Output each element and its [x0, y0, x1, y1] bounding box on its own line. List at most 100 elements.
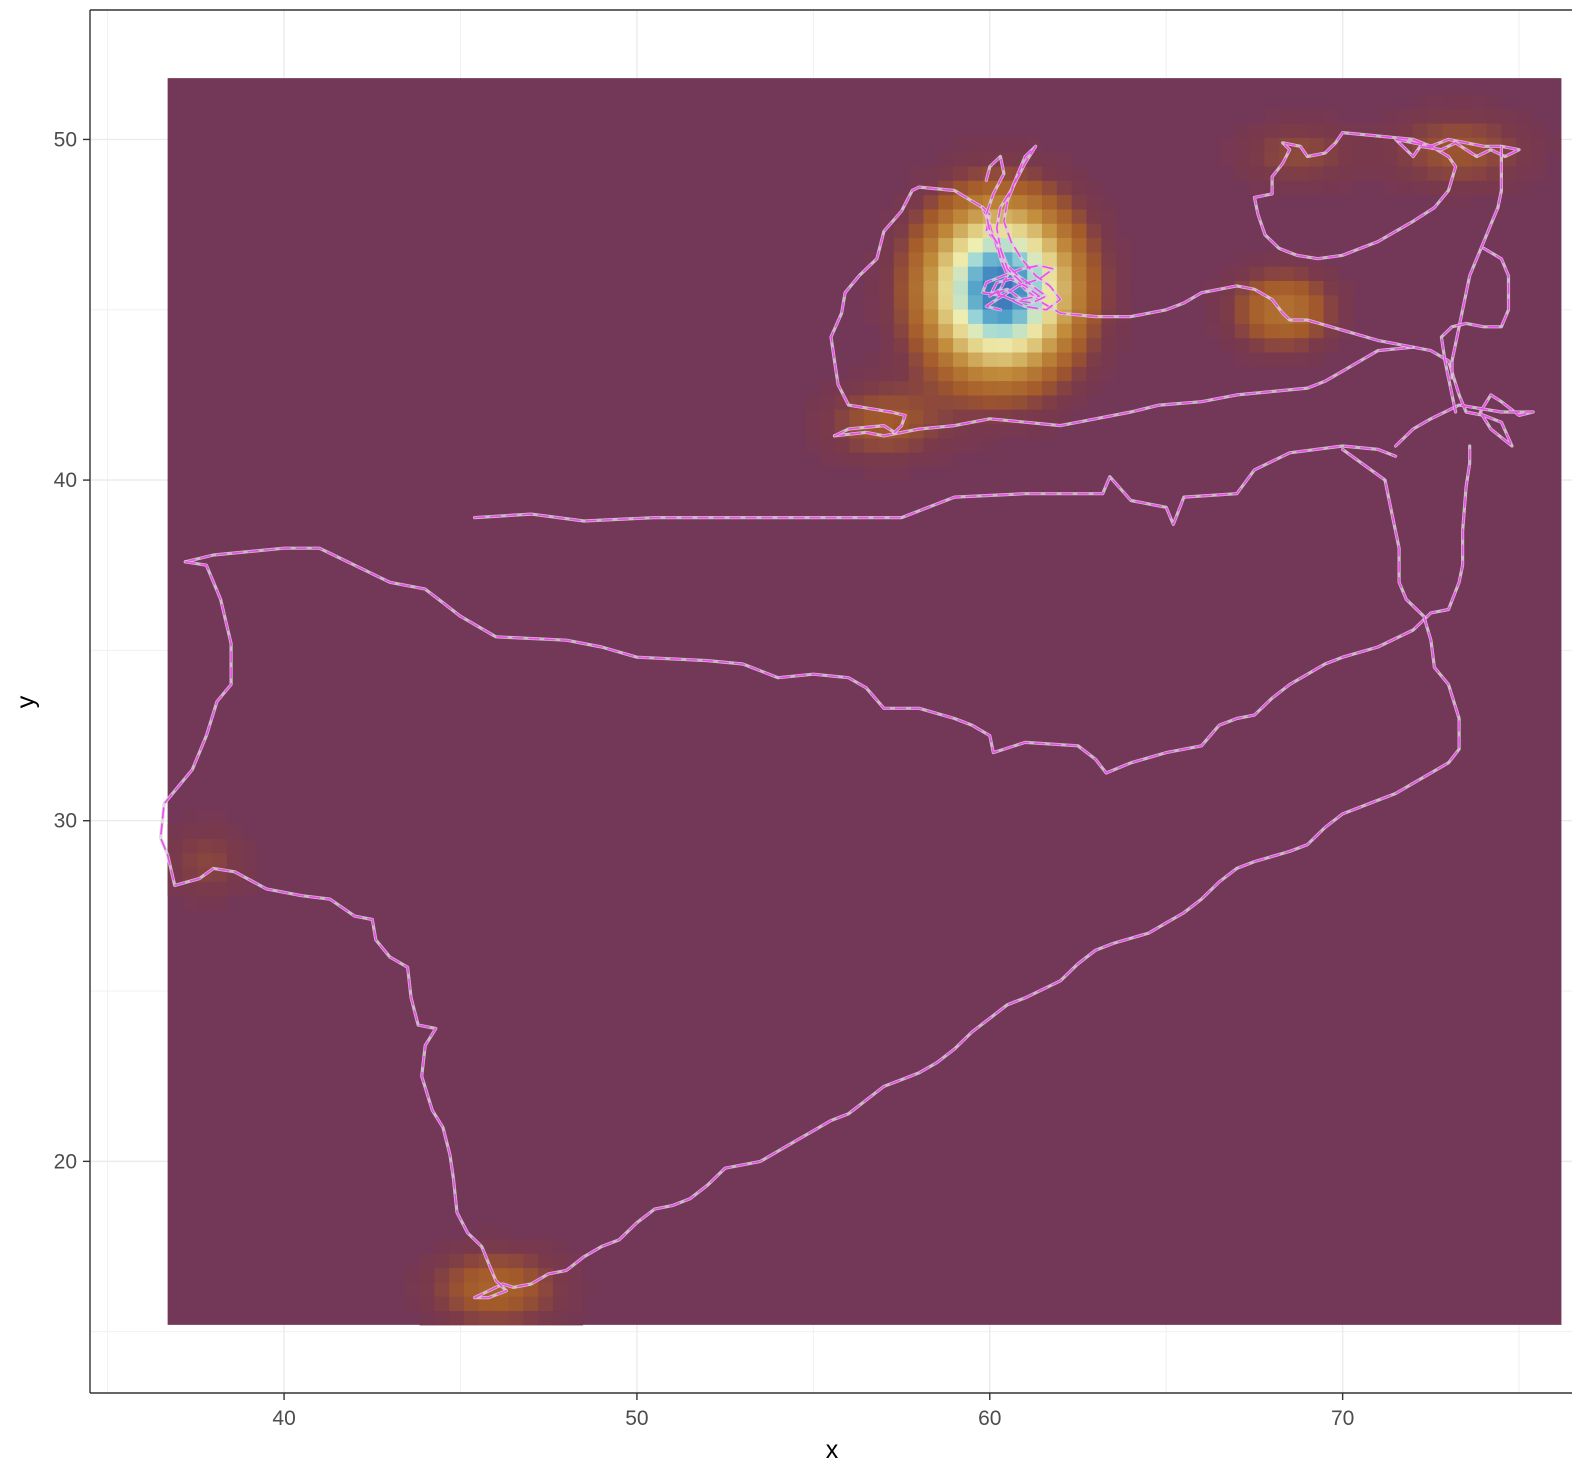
raster-cell [434, 1310, 450, 1326]
raster-cell [1442, 194, 1458, 210]
raster-cell [167, 838, 183, 854]
raster-cell [1531, 151, 1547, 167]
raster-cell [1323, 123, 1339, 138]
raster-cell [1442, 94, 1458, 110]
raster-cell [893, 294, 910, 310]
raster-cell [1293, 108, 1310, 124]
raster-cell [938, 309, 954, 324]
raster-cell [1471, 108, 1488, 124]
y-tick-label: 40 [54, 469, 77, 492]
raster-cell [1249, 352, 1265, 367]
raster-cell [1042, 194, 1058, 210]
raster-cell [1412, 108, 1428, 124]
raster-cell [1042, 166, 1058, 181]
raster-cell [878, 280, 895, 296]
raster-cell [1101, 251, 1117, 267]
y-tick-label: 50 [54, 128, 77, 151]
raster-cell [864, 380, 880, 396]
raster-cell [167, 852, 183, 868]
raster-cell [878, 394, 895, 410]
raster-cell [1101, 337, 1117, 353]
raster-cell [1279, 294, 1295, 310]
raster-cell [1382, 123, 1399, 138]
raster-cell [953, 309, 969, 324]
raster-cell [1338, 180, 1354, 196]
raster-cell [567, 1310, 584, 1326]
raster-cell [404, 1267, 421, 1283]
raster-cell [982, 423, 999, 439]
raster-cell [1219, 337, 1236, 353]
raster-cell [1249, 123, 1265, 138]
raster-cell [834, 452, 850, 467]
raster-cell [1501, 180, 1517, 196]
raster-cell [1027, 394, 1043, 410]
raster-cell [1293, 180, 1310, 196]
raster-cell [478, 1224, 495, 1240]
raster-cell [567, 1296, 584, 1312]
raster-cell [1219, 137, 1236, 153]
raster-cell [1012, 180, 1028, 196]
raster-cell [1353, 137, 1369, 153]
raster-cell [1071, 394, 1087, 410]
raster-cell [1471, 94, 1488, 110]
track-6 [985, 155, 1023, 284]
raster-cell [182, 881, 198, 897]
raster-cell [908, 366, 924, 382]
raster-cell [908, 323, 924, 339]
raster-cell [1042, 323, 1058, 339]
raster-cell [908, 208, 924, 224]
raster-cell [241, 852, 258, 868]
raster-cell [1205, 323, 1221, 339]
raster-cell [923, 166, 939, 181]
raster-cell [923, 280, 939, 296]
raster-cell [508, 1296, 524, 1312]
raster-cell [212, 809, 228, 825]
raster-cell [953, 394, 969, 410]
raster-cell [1249, 294, 1265, 310]
raster-cell [404, 1281, 421, 1297]
raster-cell [1101, 366, 1117, 382]
raster-cell [197, 852, 213, 868]
raster-cell [1456, 151, 1473, 167]
raster-cell [1308, 108, 1325, 124]
raster-cell [953, 323, 969, 339]
raster-cell [1056, 323, 1073, 339]
raster-cell [938, 280, 954, 296]
raster-cell [893, 394, 910, 410]
raster-cell [923, 394, 939, 410]
raster-cell [1012, 380, 1028, 396]
raster-cell [804, 423, 821, 439]
raster-cell [508, 1239, 524, 1254]
raster-cell [493, 1239, 509, 1254]
raster-cell [1071, 223, 1087, 239]
raster-cell [1353, 166, 1369, 181]
raster-cell [1012, 137, 1028, 153]
raster-cell [523, 1267, 539, 1283]
raster-cell [908, 380, 924, 396]
raster-cell [1249, 151, 1265, 167]
raster-cell [1264, 266, 1280, 281]
raster-cell [1427, 166, 1443, 181]
raster-cell [404, 1296, 421, 1312]
raster-cell [1056, 151, 1073, 167]
raster-cell [1412, 123, 1428, 138]
raster-cell [434, 1296, 450, 1312]
raster-cell [1056, 251, 1073, 267]
raster-cell [1264, 280, 1280, 296]
raster-cell [1086, 294, 1102, 310]
raster-cell [1516, 166, 1532, 181]
raster-cell [893, 237, 910, 253]
raster-cell [893, 366, 910, 382]
raster-cell [1234, 123, 1250, 138]
raster-cell [1042, 394, 1058, 410]
density-raster [167, 78, 1562, 1326]
raster-cell [938, 194, 954, 210]
raster-cell [893, 266, 910, 281]
raster-cell [1012, 194, 1028, 210]
raster-cell [1382, 180, 1399, 196]
raster-cell [1071, 180, 1087, 196]
raster-cell [1264, 108, 1280, 124]
raster-cell [1427, 123, 1443, 138]
raster-cell [864, 280, 880, 296]
raster-cell [908, 266, 924, 281]
